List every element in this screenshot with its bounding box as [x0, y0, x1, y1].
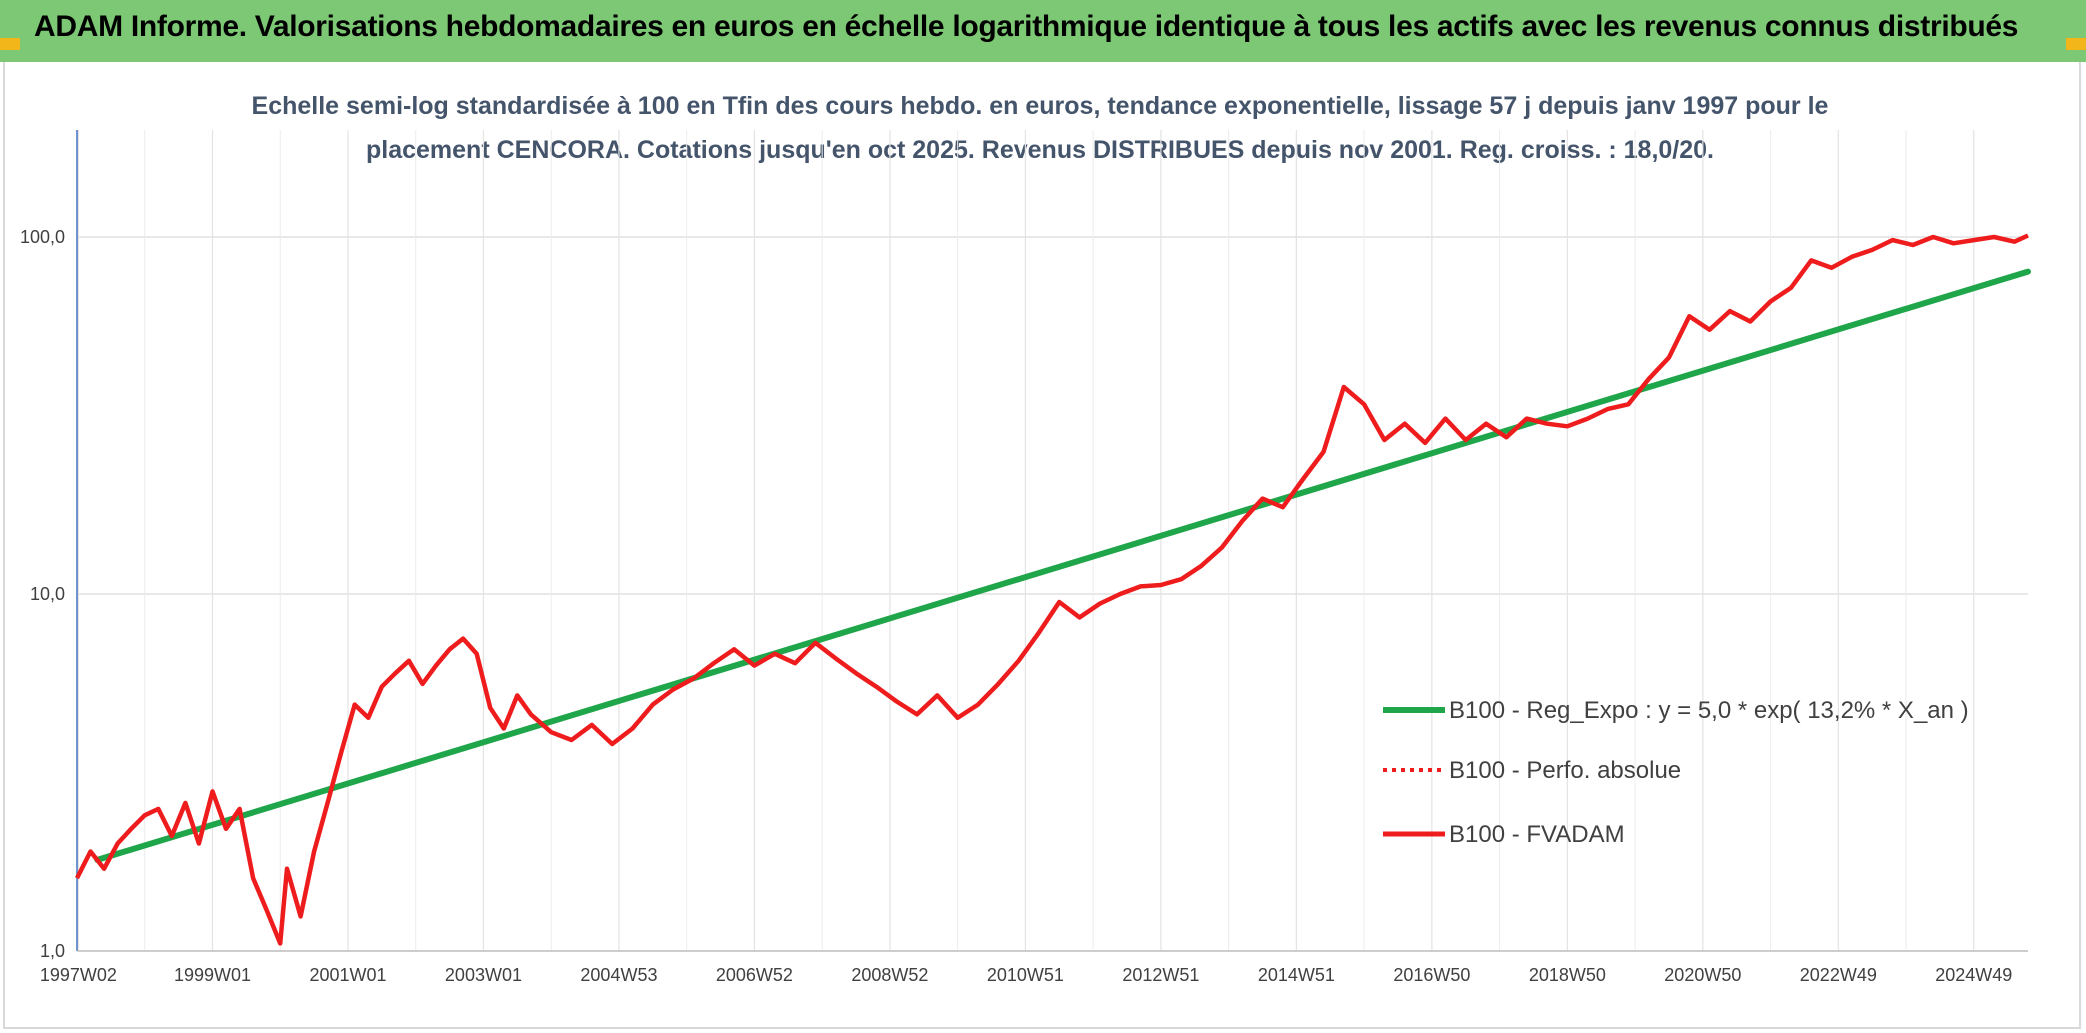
header-title: ADAM Informe. Valorisations hebdomadaire…: [34, 10, 2019, 43]
x-tick-label: 2024W49: [1935, 965, 2012, 985]
x-tick-label: 2006W52: [716, 965, 793, 985]
x-tick-label: 2001W01: [309, 965, 386, 985]
y-tick-label: 100,0: [20, 227, 65, 247]
corner-marker-left: [0, 38, 20, 50]
corner-marker-right: [2066, 38, 2086, 50]
legend-label: B100 - Perfo. absolue: [1449, 757, 1681, 784]
y-tick-label: 10,0: [30, 584, 65, 604]
chart-title-line-1: Echelle semi-log standardisée à 100 en T…: [251, 92, 1829, 120]
x-tick-label: 2012W51: [1122, 965, 1199, 985]
chart-title: Echelle semi-log standardisée à 100 en T…: [230, 84, 1850, 172]
x-tick-label: 2022W49: [1800, 965, 1877, 985]
legend-label: B100 - FVADAM: [1449, 821, 1625, 848]
chart-title-line-2: placement CENCORA. Cotations jusqu'en oc…: [366, 136, 1714, 164]
x-tick-label: 1997W02: [40, 965, 117, 985]
x-tick-label: 2014W51: [1258, 965, 1335, 985]
x-tick-label: 2004W53: [580, 965, 657, 985]
x-tick-label: 2010W51: [987, 965, 1064, 985]
y-tick-label: 1,0: [40, 941, 65, 961]
x-tick-label: 2003W01: [445, 965, 522, 985]
x-tick-label: 1999W01: [174, 965, 251, 985]
series-line-reg-expo: [94, 268, 2031, 863]
x-tick-label: 2020W50: [1664, 965, 1741, 985]
header-banner: ADAM Informe. Valorisations hebdomadaire…: [0, 0, 2086, 62]
x-tick-label: 2018W50: [1529, 965, 1606, 985]
series-line-fvadam: [74, 233, 2029, 946]
chart-frame: [3, 62, 2081, 1029]
x-tick-label: 2008W52: [851, 965, 928, 985]
legend-label: B100 - Reg_Expo : y = 5,0 * exp( 13,2% *…: [1449, 697, 1969, 724]
x-tick-label: 2016W50: [1393, 965, 1470, 985]
